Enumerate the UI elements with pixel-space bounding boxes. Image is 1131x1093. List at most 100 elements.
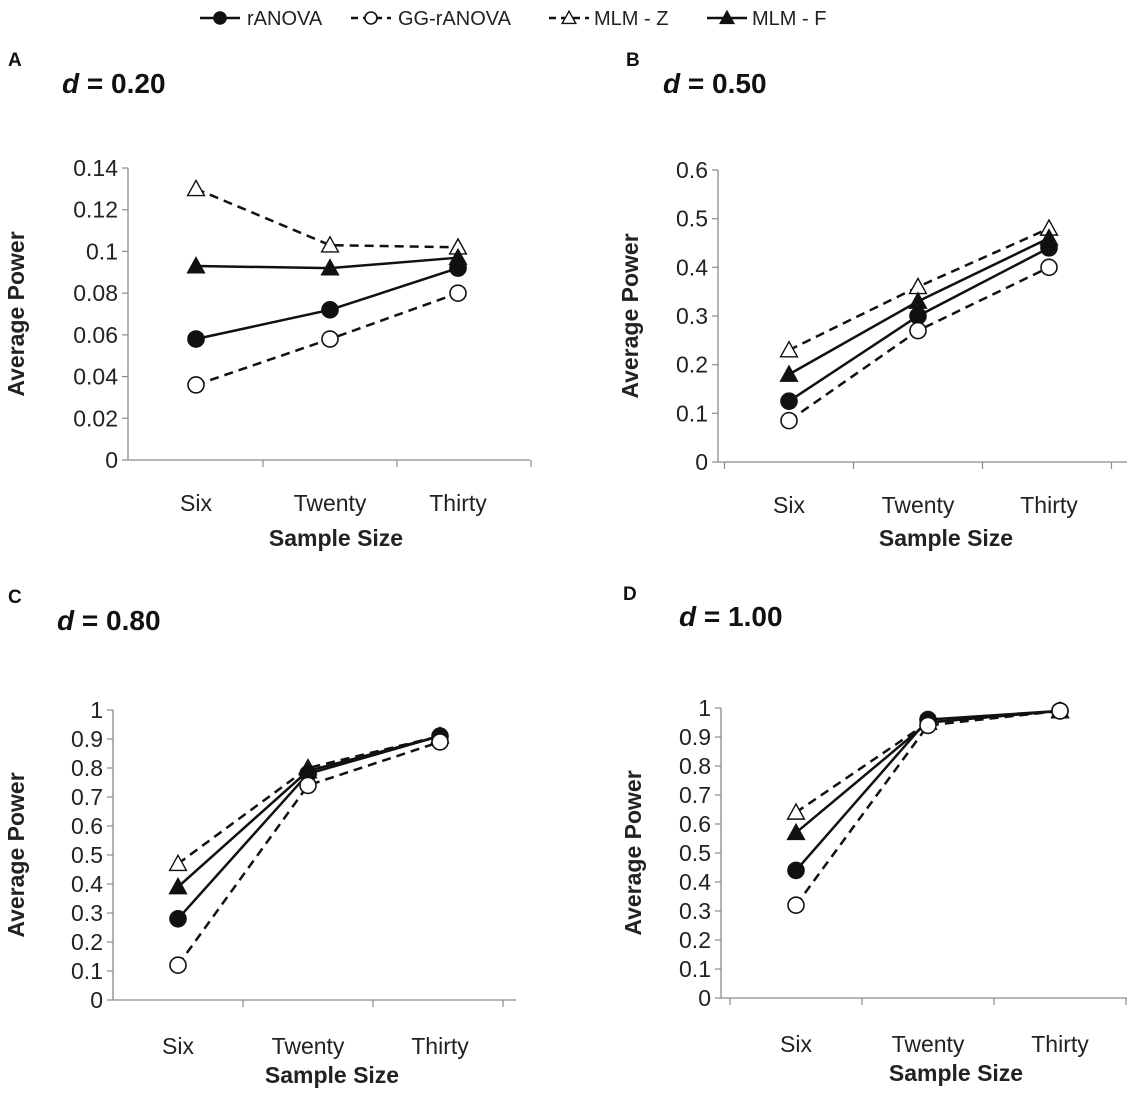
x-tick-label: Twenty [892,1031,965,1057]
y-tick-label: 0.6 [679,811,711,837]
data-point-gg-ranova [321,330,339,348]
x-axis-title: Sample Size [265,1062,399,1088]
legend-label: MLM - F [752,8,826,30]
panel-title: d = 0.80 [57,605,161,636]
data-point-mlm-z [786,802,806,820]
y-tick-label: 0.2 [71,929,103,955]
y-tick-label: 0.02 [73,405,118,431]
panel-letter: A [8,50,22,71]
x-tick-label: Thirty [1020,492,1078,518]
legend-item-mlm-z: MLM - Z [549,8,668,30]
series-line-mlm-f [177,734,441,888]
y-axis-title: Average Power [3,772,29,937]
data-point-ranova [787,861,805,880]
panel-title: d = 1.00 [679,601,783,632]
y-tick-label: 0.9 [679,724,711,750]
x-tick-label: Twenty [294,490,367,516]
y-tick-label: 0.5 [71,842,103,868]
data-point-gg-ranova [780,411,798,430]
y-tick-label: 0.1 [676,400,708,426]
data-point-mlm-f [186,256,206,274]
series-line-ranova [795,709,1061,872]
y-tick-label: 0 [105,447,118,473]
y-tick-label: 0.3 [676,303,708,329]
y-tick-label: 0.08 [73,280,118,306]
y-tick-label: 0.8 [71,755,103,781]
data-point-gg-ranova [449,284,467,302]
panel-d: Dd = 1.00 0 0.1 0.2 0.3 0.4 0.5 0.6 0.7 0.8 0.9 1 Si… [620,584,1127,1086]
panel-letter: B [626,50,640,71]
data-point-gg-ranova [299,776,317,795]
y-tick-label: 0.6 [676,157,708,183]
x-tick-label: Thirty [1031,1031,1089,1057]
y-tick-label: 0.12 [73,197,118,223]
y-tick-label: 0.7 [71,784,103,810]
series-line-gg-ranova [794,709,1061,906]
legend-label: MLM - Z [594,8,668,30]
x-tick-label: Twenty [882,492,955,518]
y-tick-label: 0 [698,985,711,1011]
y-tick-label: 0.2 [679,927,711,953]
y-tick-label: 0.4 [679,869,711,895]
panel-title-var: d [679,601,697,632]
y-tick-label: 0 [695,449,708,475]
data-point-ranova [909,307,927,325]
data-point-mlm-f [908,291,928,309]
data-point-ranova [187,330,205,348]
data-point-mlm-z [320,235,340,253]
data-point-gg-ranova [169,956,187,975]
y-tick-label: 0.4 [676,254,708,280]
panel-c: Cd = 0.80 0 0.1 0.2 0.3 0.4 0.5 0.6 0.7 0.8 0.9 1 Si… [3,587,516,1088]
chart-panels: Ad = 0.20 0 0.02 0.04 0.06 0.08 0.1 0.12 0.14 Six… [3,50,1127,1088]
panel-title-var: d [663,68,681,99]
y-tick-label: 0.1 [86,238,118,264]
panel-b: Bd = 0.50 0 0.1 0.2 0.3 0.4 0.5 0.6 Six Twenty Thi… [617,50,1127,551]
y-tick-label: 0.06 [73,322,118,348]
legend-item-mlm-f: MLM - F [707,8,826,30]
y-tick-label: 0.1 [71,958,103,984]
series-line-mlm-z [195,187,459,249]
data-point-gg-ranova [919,716,937,735]
x-tick-label: Six [162,1033,194,1059]
data-point-mlm-z [186,179,206,197]
data-point-ranova [780,392,798,410]
panel-title-value: = 0.50 [680,68,766,99]
data-point-mlm-z [168,853,188,872]
panel-title: d = 0.20 [62,68,166,99]
series-line-mlm-z [177,734,441,865]
y-tick-label: 1 [698,695,711,721]
data-point-mlm-f [786,822,806,841]
x-tick-label: Six [780,1031,812,1057]
y-axis-title: Average Power [620,770,646,935]
data-point-gg-ranova [431,733,449,751]
y-tick-label: 0.3 [71,900,103,926]
panel-title-value: = 0.80 [74,605,160,636]
legend-marker-icon [364,11,378,25]
legend-marker-icon [213,11,227,25]
data-point-mlm-f [320,258,340,276]
y-tick-label: 0.5 [679,840,711,866]
data-point-ranova [321,301,339,319]
y-tick-label: 0.8 [679,753,711,779]
legend-label: GG-rANOVA [398,8,512,30]
legend-marker-icon [718,9,736,25]
legend-marker-icon [560,9,578,25]
x-tick-label: Six [773,492,805,518]
y-tick-label: 0.6 [71,813,103,839]
legend: rANOVA GG-rANOVA MLM - Z MLM - F [200,8,826,30]
panel-a: Ad = 0.20 0 0.02 0.04 0.06 0.08 0.1 0.12 0.14 Six… [3,50,532,551]
y-tick-label: 0.3 [679,898,711,924]
y-tick-label: 0 [90,987,103,1013]
y-axis-title: Average Power [617,233,643,398]
x-tick-label: Twenty [272,1033,345,1059]
data-point-mlm-z [779,340,799,358]
y-tick-label: 0.14 [73,155,118,181]
x-tick-label: Thirty [429,490,487,516]
data-point-ranova [449,259,467,277]
y-tick-label: 0.2 [676,352,708,378]
data-point-gg-ranova [787,896,805,915]
y-tick-label: 1 [90,697,103,723]
x-axis-title: Sample Size [269,525,403,551]
panel-title-value: = 1.00 [696,601,782,632]
